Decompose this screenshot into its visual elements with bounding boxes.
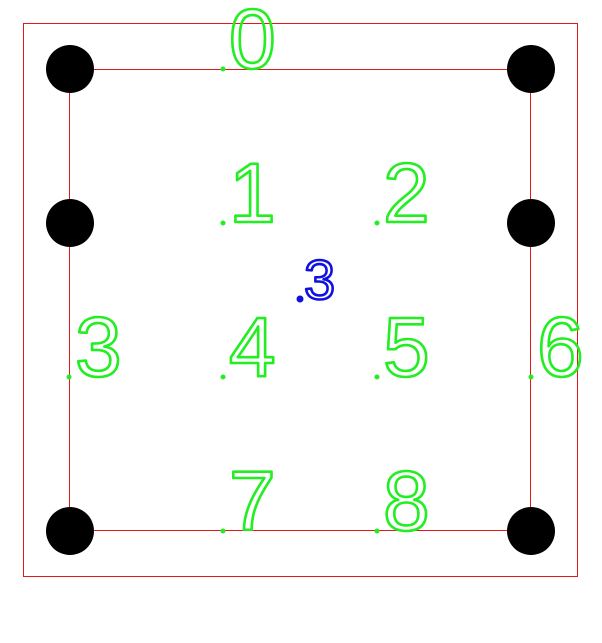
pin-1-dot bbox=[220, 220, 226, 226]
inner-outline bbox=[69, 69, 531, 531]
pin-0-label: 0 bbox=[229, 0, 276, 86]
pin-4-label: 4 bbox=[229, 300, 276, 394]
pin-3-dot bbox=[66, 374, 72, 380]
pin-0: 0 bbox=[220, 0, 277, 87]
hole-mid-left bbox=[46, 199, 94, 247]
pin-1: 1 bbox=[220, 145, 277, 241]
pin-3-label: 3 bbox=[75, 300, 122, 394]
hole-top-left bbox=[46, 45, 94, 93]
pin-2: 2 bbox=[374, 145, 431, 241]
pin-1-label: 1 bbox=[229, 146, 276, 240]
pin-8: 8 bbox=[374, 453, 431, 549]
pin-7: 7 bbox=[220, 453, 277, 549]
mounting-holes bbox=[46, 45, 555, 555]
pin-2-label: 2 bbox=[383, 146, 430, 240]
pin-2-dot bbox=[374, 220, 380, 226]
pin-5-label: 5 bbox=[383, 300, 430, 394]
pin-6-dot bbox=[528, 374, 534, 380]
hole-bottom-right bbox=[507, 507, 555, 555]
pin-5-dot bbox=[374, 374, 380, 380]
pin-5: 5 bbox=[374, 299, 431, 395]
pin-7-label: 7 bbox=[229, 454, 276, 548]
pin-4: 4 bbox=[220, 299, 277, 395]
pin-8-dot bbox=[374, 528, 380, 534]
origin-dot bbox=[296, 295, 304, 303]
pin-7-dot bbox=[220, 528, 226, 534]
pin-0-dot bbox=[220, 66, 226, 72]
pin-4-dot bbox=[220, 374, 226, 380]
outer-outline bbox=[23, 23, 578, 577]
pin-6: 6 bbox=[528, 299, 585, 395]
hole-bottom-left bbox=[46, 507, 94, 555]
pin-6-label: 6 bbox=[537, 300, 584, 394]
origin-marker: 3 bbox=[296, 247, 336, 312]
hole-top-right bbox=[507, 45, 555, 93]
origin-label: 3 bbox=[304, 248, 335, 311]
pin-8-label: 8 bbox=[383, 454, 430, 548]
hole-mid-right bbox=[507, 199, 555, 247]
pin-3: 3 bbox=[66, 299, 123, 395]
